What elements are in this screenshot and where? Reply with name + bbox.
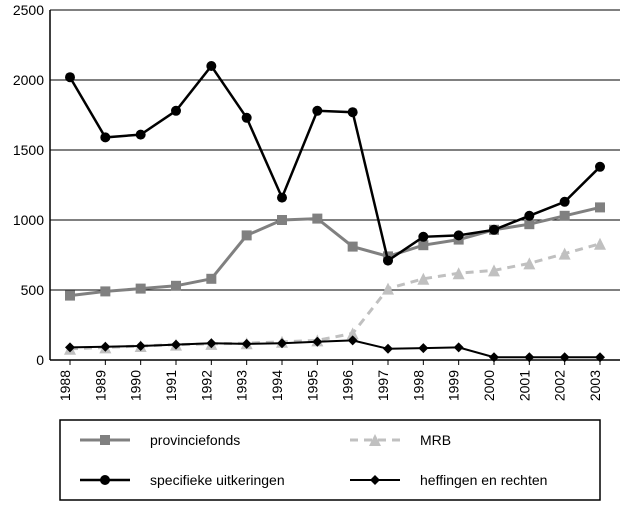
x-tick-label: 1991 xyxy=(163,370,179,401)
x-tick-label: 1999 xyxy=(446,370,462,401)
x-tick-label: 1995 xyxy=(304,370,320,401)
y-tick-label: 500 xyxy=(21,282,45,298)
x-tick-label: 2000 xyxy=(481,370,497,401)
x-tick-label: 1997 xyxy=(375,370,391,401)
x-tick-label: 1988 xyxy=(57,370,73,401)
x-tick-label: 1989 xyxy=(92,370,108,401)
x-tick-label: 2002 xyxy=(552,370,568,401)
x-tick-label: 1992 xyxy=(198,370,214,401)
legend-label-heffingen: heffingen en rechten xyxy=(420,472,547,488)
x-tick-label: 1994 xyxy=(269,370,285,401)
legend-label-specifieke: specifieke uitkeringen xyxy=(150,472,285,488)
legend-label-mrb: MRB xyxy=(420,432,451,448)
x-tick-label: 1996 xyxy=(340,370,356,401)
y-tick-label: 2500 xyxy=(13,2,44,18)
y-tick-label: 0 xyxy=(36,352,44,368)
x-tick-label: 1993 xyxy=(234,370,250,401)
line-chart: 0 500 1000 1500 2000 2500 1988 1989 1990 1991 1992… xyxy=(0,0,634,510)
legend-label-provinciefonds: provinciefonds xyxy=(150,432,240,448)
legend: provinciefonds MRB specifieke uitkeringen h… xyxy=(60,420,600,500)
x-tick-label: 1998 xyxy=(410,370,426,401)
y-tick-label: 1000 xyxy=(13,212,44,228)
x-tick-label: 2001 xyxy=(516,370,532,401)
y-tick-label: 1500 xyxy=(13,142,44,158)
y-tick-label: 2000 xyxy=(13,72,44,88)
chart-container: 0 500 1000 1500 2000 2500 1988 1989 1990 1991 1992… xyxy=(0,0,634,510)
x-tick-label: 1990 xyxy=(128,370,144,401)
x-tick-label: 2003 xyxy=(587,370,603,401)
